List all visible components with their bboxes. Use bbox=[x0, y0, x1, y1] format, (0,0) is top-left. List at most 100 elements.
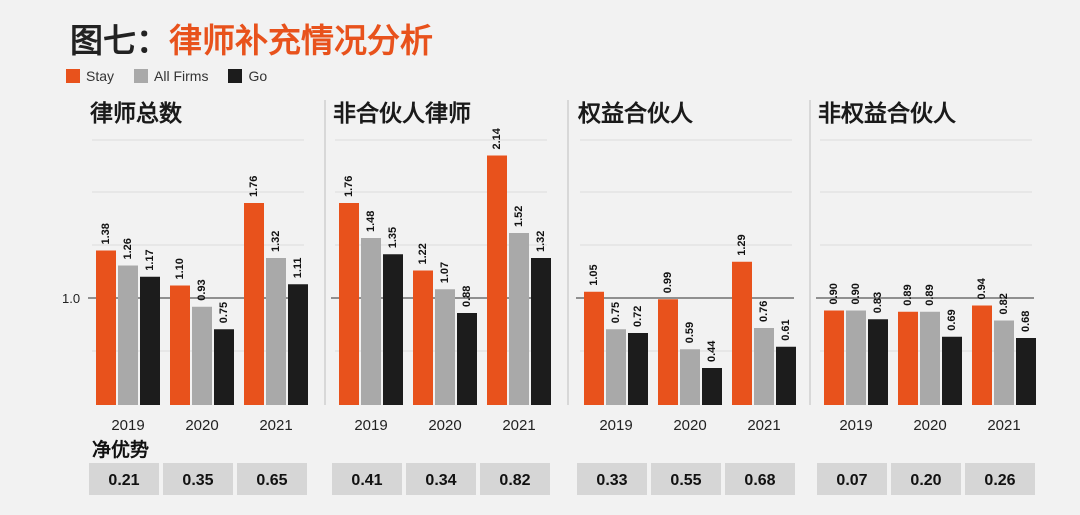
bar-go-2020 bbox=[702, 368, 722, 405]
bar-all-firms-2020 bbox=[192, 306, 212, 405]
net-advantage-box bbox=[651, 463, 721, 495]
net-advantage-value: 0.26 bbox=[984, 472, 1015, 489]
legend-label-go: Go bbox=[248, 68, 268, 84]
legend: Stay All Firms Go bbox=[66, 68, 267, 84]
data-label: 0.99 bbox=[662, 272, 674, 293]
bar-all-firms-2019 bbox=[361, 238, 381, 405]
net-advantage-box bbox=[163, 463, 233, 495]
data-label: 0.75 bbox=[218, 302, 230, 323]
bar-all-firms-2020 bbox=[920, 311, 940, 405]
bar-all-firms-2019 bbox=[606, 329, 626, 405]
net-advantage-value: 0.07 bbox=[836, 472, 867, 489]
bar-go-2019 bbox=[140, 276, 160, 405]
panel-title: 权益合伙人 bbox=[577, 100, 694, 127]
legend-swatch-stay bbox=[66, 69, 80, 83]
panel-3: 权益合伙人 1.05 0.75 0.72 2019 0.33 0.99 0.59 0.44 202… bbox=[576, 100, 796, 495]
bar-stay-2020 bbox=[170, 285, 190, 405]
bar-stay-2021 bbox=[244, 203, 264, 405]
data-label: 0.61 bbox=[780, 319, 792, 340]
y-ref-label: 1.0 bbox=[62, 291, 80, 306]
data-label: 1.38 bbox=[100, 223, 112, 244]
legend-item-all-firms: All Firms bbox=[134, 68, 208, 84]
data-label: 0.90 bbox=[828, 283, 840, 304]
legend-swatch-go bbox=[228, 69, 243, 83]
data-label: 0.76 bbox=[758, 301, 770, 322]
bar-all-firms-2020 bbox=[680, 349, 700, 405]
data-label: 1.52 bbox=[513, 206, 525, 227]
legend-item-go: Go bbox=[228, 68, 267, 84]
data-label: 1.11 bbox=[292, 257, 304, 278]
bar-go-2019 bbox=[383, 254, 403, 405]
x-tick-label: 2021 bbox=[987, 417, 1020, 434]
panel-4: 非权益合伙人 0.90 0.90 0.83 2019 0.07 0.89 0.89 0.69 20… bbox=[816, 100, 1036, 495]
data-label: 0.72 bbox=[632, 306, 644, 327]
bar-go-2021 bbox=[288, 284, 308, 405]
data-label: 2.14 bbox=[491, 127, 503, 149]
data-label: 0.75 bbox=[610, 302, 622, 323]
net-advantage-value: 0.21 bbox=[108, 472, 139, 489]
bar-go-2021 bbox=[531, 258, 551, 405]
bar-go-2020 bbox=[214, 329, 234, 405]
legend-label-stay: Stay bbox=[86, 68, 115, 84]
bar-stay-2019 bbox=[339, 203, 359, 405]
bar-go-2020 bbox=[942, 336, 962, 405]
net-advantage-box bbox=[89, 463, 159, 495]
legend-swatch-all-firms bbox=[134, 69, 149, 83]
panel-2: 非合伙人律师 1.76 1.48 1.35 2019 0.41 1.22 1.07 0.88 20… bbox=[331, 100, 551, 495]
net-advantage-box bbox=[480, 463, 550, 495]
data-label: 0.68 bbox=[1020, 311, 1032, 332]
x-tick-label: 2019 bbox=[839, 417, 872, 434]
net-advantage-box bbox=[406, 463, 476, 495]
data-label: 1.17 bbox=[144, 249, 156, 270]
data-label: 1.05 bbox=[588, 264, 600, 285]
net-advantage-box bbox=[577, 463, 647, 495]
data-label: 1.07 bbox=[439, 262, 451, 283]
bar-go-2021 bbox=[776, 346, 796, 405]
data-label: 1.32 bbox=[535, 231, 547, 252]
panel-1: 律师总数 1.38 1.26 1.17 2019 0.21 1.10 0.93 0.75 2020… bbox=[88, 100, 308, 495]
panel-title: 律师总数 bbox=[90, 100, 183, 127]
bar-all-firms-2021 bbox=[754, 328, 774, 405]
x-tick-label: 2020 bbox=[185, 417, 218, 434]
net-advantage-box bbox=[817, 463, 887, 495]
x-tick-label: 2021 bbox=[502, 417, 535, 434]
x-tick-label: 2021 bbox=[259, 417, 292, 434]
bar-all-firms-2021 bbox=[509, 233, 529, 405]
x-tick-label: 2019 bbox=[599, 417, 632, 434]
title-prefix: 图七： bbox=[70, 21, 169, 60]
bar-all-firms-2020 bbox=[435, 289, 455, 405]
x-tick-label: 2019 bbox=[111, 417, 144, 434]
panel-title: 非合伙人律师 bbox=[333, 100, 471, 127]
bar-stay-2021 bbox=[732, 261, 752, 405]
data-label: 0.93 bbox=[196, 279, 208, 300]
data-label: 0.88 bbox=[461, 286, 473, 307]
data-label: 0.94 bbox=[976, 277, 988, 299]
bar-stay-2019 bbox=[584, 291, 604, 405]
data-label: 1.76 bbox=[343, 176, 355, 197]
bar-stay-2019 bbox=[96, 250, 116, 405]
data-label: 1.32 bbox=[270, 231, 282, 252]
x-tick-label: 2021 bbox=[747, 417, 780, 434]
data-label: 0.59 bbox=[684, 322, 696, 343]
net-advantage-box bbox=[965, 463, 1035, 495]
data-label: 0.89 bbox=[902, 284, 914, 305]
bar-stay-2020 bbox=[413, 270, 433, 405]
data-label: 0.83 bbox=[872, 292, 884, 313]
net-advantage-box bbox=[725, 463, 795, 495]
bar-go-2019 bbox=[868, 319, 888, 405]
title-main: 律师补充情况分析 bbox=[169, 21, 433, 60]
bar-stay-2020 bbox=[658, 299, 678, 405]
net-advantage-value: 0.35 bbox=[182, 472, 213, 489]
data-label: 1.76 bbox=[248, 176, 260, 197]
data-label: 1.10 bbox=[174, 258, 186, 279]
data-label: 0.82 bbox=[998, 293, 1010, 314]
net-advantage-value: 0.34 bbox=[425, 472, 456, 489]
net-advantage-box bbox=[237, 463, 307, 495]
data-label: 0.90 bbox=[850, 283, 862, 304]
bar-go-2020 bbox=[457, 313, 477, 405]
net-advantage-value: 0.68 bbox=[744, 472, 775, 489]
x-tick-label: 2020 bbox=[913, 417, 946, 434]
bar-go-2021 bbox=[1016, 338, 1036, 405]
net-advantage-value: 0.55 bbox=[670, 472, 701, 489]
